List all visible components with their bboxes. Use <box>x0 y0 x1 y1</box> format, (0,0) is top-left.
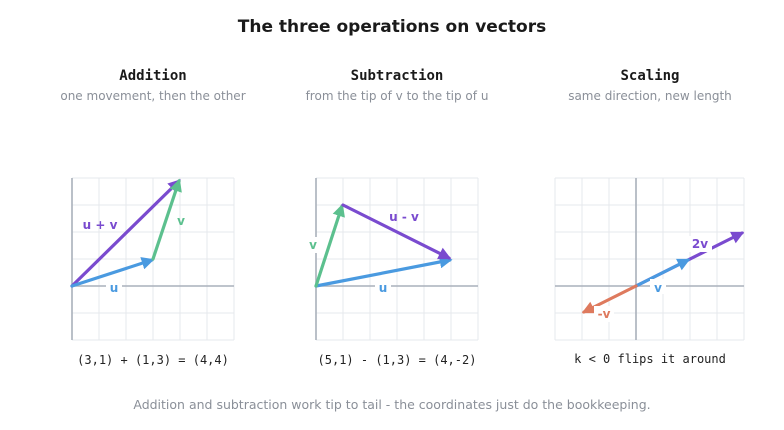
label-bg-2v <box>688 236 712 252</box>
panel-addition: Addition one movement, then the other u … <box>60 68 245 367</box>
label-neg-v: -v <box>598 307 611 321</box>
vector-u-minus-v <box>341 203 452 260</box>
equation-addition: (3,1) + (1,3) = (4,4) <box>77 353 229 367</box>
equation-subtraction: (5,1) - (1,3) = (4,-2) <box>318 353 477 367</box>
vector-neg-v <box>581 284 638 314</box>
label-u-minus-v: u - v <box>389 210 419 224</box>
label-bg-u-addition <box>106 279 122 294</box>
panel-subtitle-addition: one movement, then the other <box>60 89 245 103</box>
panel-subtraction: Subtraction from the tip of v to the tip… <box>305 68 488 367</box>
vector-v-addition <box>151 178 182 261</box>
vector-v-subtraction <box>314 203 345 288</box>
label-v-addition: v <box>177 214 185 228</box>
panel-title-addition: Addition <box>119 68 186 84</box>
label-2v: 2v <box>692 237 708 251</box>
vector-u-subtraction <box>314 255 453 288</box>
label-u-subtraction: u <box>379 281 388 295</box>
panel-subtitle-subtraction: from the tip of v to the tip of u <box>306 89 489 103</box>
panel-scaling: Scaling same direction, new length 2v v <box>554 68 745 366</box>
label-bg-v-scaling <box>650 279 666 294</box>
label-v-subtraction: v <box>309 238 317 252</box>
label-bg-u-subtraction <box>375 279 391 294</box>
vector-v-scaling <box>634 258 691 288</box>
grid-scaling <box>554 177 745 341</box>
grid-subtraction <box>316 177 479 341</box>
panel-subtitle-scaling: same direction, new length <box>568 89 732 103</box>
equation-scaling: k < 0 flips it around <box>574 352 726 366</box>
label-u-plus-v: u + v <box>83 218 118 232</box>
label-bg-v-subtraction <box>305 237 321 253</box>
panel-title-subtraction: Subtraction <box>351 68 444 84</box>
label-bg-neg-v <box>594 306 614 322</box>
vector-u-plus-v <box>70 179 181 288</box>
vector-u-addition <box>70 257 155 288</box>
figure-title: The three operations on vectors <box>238 17 546 37</box>
label-u-addition: u <box>110 281 119 295</box>
label-v-scaling: v <box>654 281 662 295</box>
panel-title-scaling: Scaling <box>620 68 679 84</box>
footer-note: Addition and subtraction work tip to tai… <box>133 397 650 412</box>
